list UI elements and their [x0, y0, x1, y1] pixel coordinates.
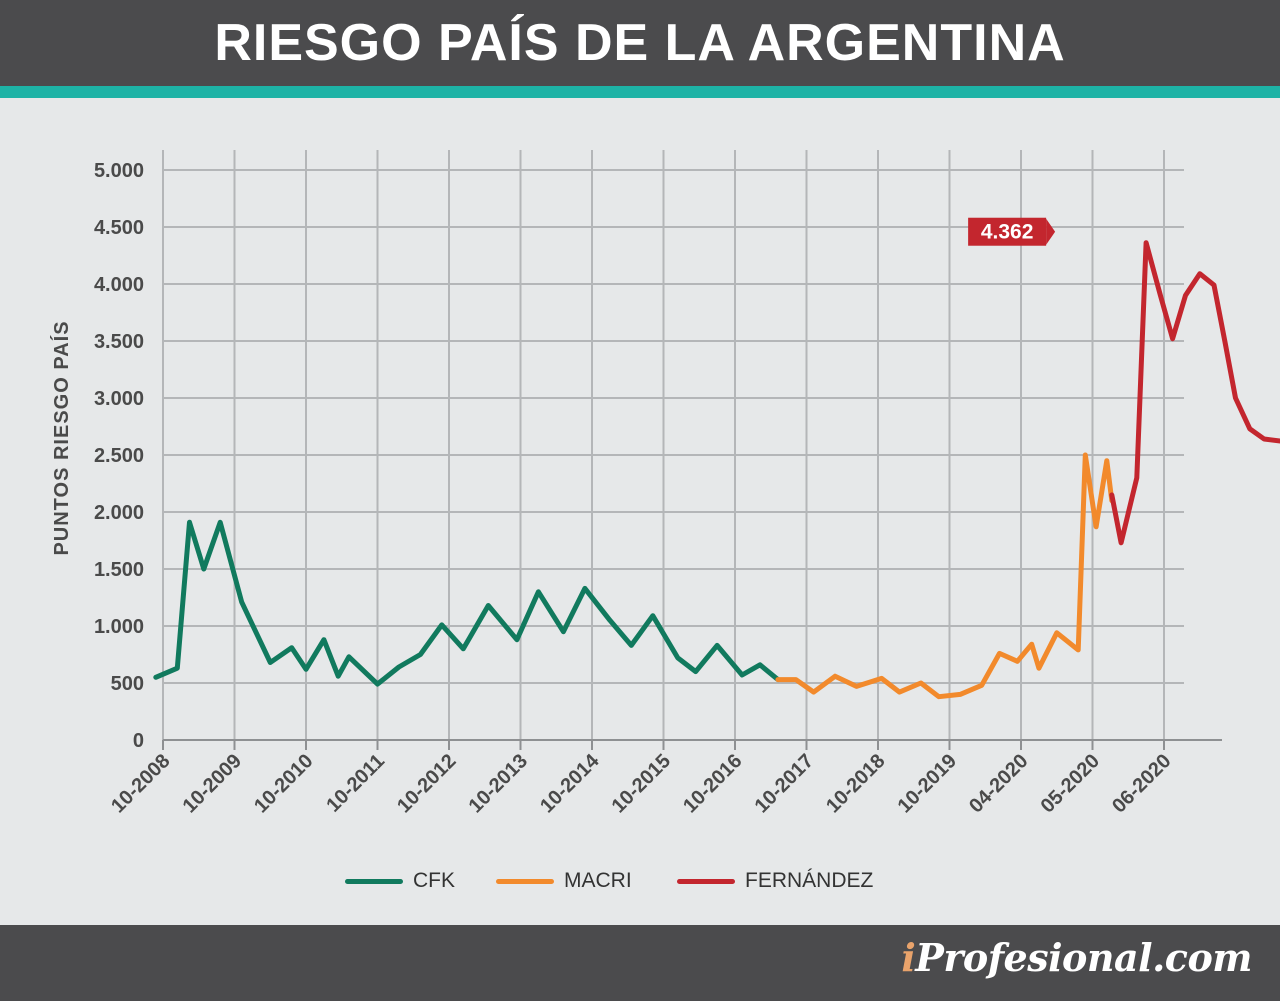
- legend-label-fernandez: FERNÁNDEZ: [745, 869, 874, 892]
- x-tick-label: 10-2019: [894, 750, 961, 817]
- x-tick-label: 10-2014: [536, 749, 604, 817]
- legend-item-fernandez: FERNÁNDEZ: [677, 866, 873, 896]
- annotation-pointer: [1046, 218, 1056, 245]
- series-line-cfk: [153, 519, 781, 687]
- series-line-fernndez: [1109, 240, 1280, 546]
- y-tick-label: 4.500: [94, 217, 144, 239]
- x-tick-label: 06-2020: [1108, 750, 1175, 817]
- legend-swatch-fernandez: [677, 878, 735, 884]
- chart-area: 0 500 1.000 1.500 2.000 2.500 3.000 3.500 4.000 4…: [0, 98, 1280, 925]
- y-axis-title: PUNTOS RIESGO PAÍS: [50, 320, 73, 555]
- legend-swatch-cfk: [345, 878, 403, 884]
- x-tick-label: 10-2016: [679, 750, 746, 817]
- brand-logo-i: i: [901, 935, 916, 980]
- x-tick-label: 10-2012: [393, 750, 460, 817]
- y-tick-label: 1.500: [94, 559, 144, 581]
- footer-bar: iProfesional.com: [0, 925, 1280, 1001]
- x-tick-label: 10-2017: [751, 750, 818, 817]
- header-bar: RIESGO PAÍS DE LA ARGENTINA: [0, 0, 1280, 86]
- chart-legend: CFK MACRI FERNÁNDEZ: [0, 866, 1280, 896]
- y-tick-label: 0: [133, 730, 144, 752]
- brand-logo-text: Profesional.com: [915, 935, 1252, 980]
- series-line-macri: [775, 452, 1115, 700]
- y-tick-label: 5.000: [94, 160, 144, 182]
- annotation-label: 4.362: [981, 221, 1034, 244]
- accent-bar: [0, 86, 1280, 98]
- x-tick-label: 10-2013: [465, 750, 532, 817]
- y-tick-label: 500: [111, 673, 144, 695]
- y-tick-label: 2.500: [94, 445, 144, 467]
- y-tick-label: 3.000: [94, 388, 144, 410]
- y-tick-label: 4.000: [94, 274, 144, 296]
- x-tick-label: 10-2009: [179, 750, 246, 817]
- annotation-box: [968, 217, 1047, 246]
- x-tick-label: 05-2020: [1037, 750, 1104, 817]
- x-tick-label: 04-2020: [965, 750, 1032, 817]
- legend-swatch-macri: [496, 878, 554, 884]
- x-tick-label: 10-2015: [608, 750, 675, 817]
- y-tick-label: 2.000: [94, 502, 144, 524]
- y-tick-label: 1.000: [94, 616, 144, 638]
- x-tick-label: 10-2018: [822, 750, 889, 817]
- brand-logo: iProfesional.com: [901, 935, 1252, 980]
- line-chart: 0 500 1.000 1.500 2.000 2.500 3.000 3.500 4.000 4…: [50, 150, 1280, 817]
- legend-item-macri: MACRI: [496, 866, 632, 896]
- y-tick-label: 3.500: [94, 331, 144, 353]
- x-tick-label: 10-2008: [107, 750, 174, 817]
- page-title: RIESGO PAÍS DE LA ARGENTINA: [214, 14, 1066, 72]
- legend-label-macri: MACRI: [564, 869, 632, 892]
- legend-item-cfk: CFK: [345, 866, 455, 896]
- x-tick-label: 10-2010: [250, 750, 317, 817]
- legend-label-cfk: CFK: [413, 869, 455, 892]
- x-tick-label: 10-2011: [322, 750, 389, 817]
